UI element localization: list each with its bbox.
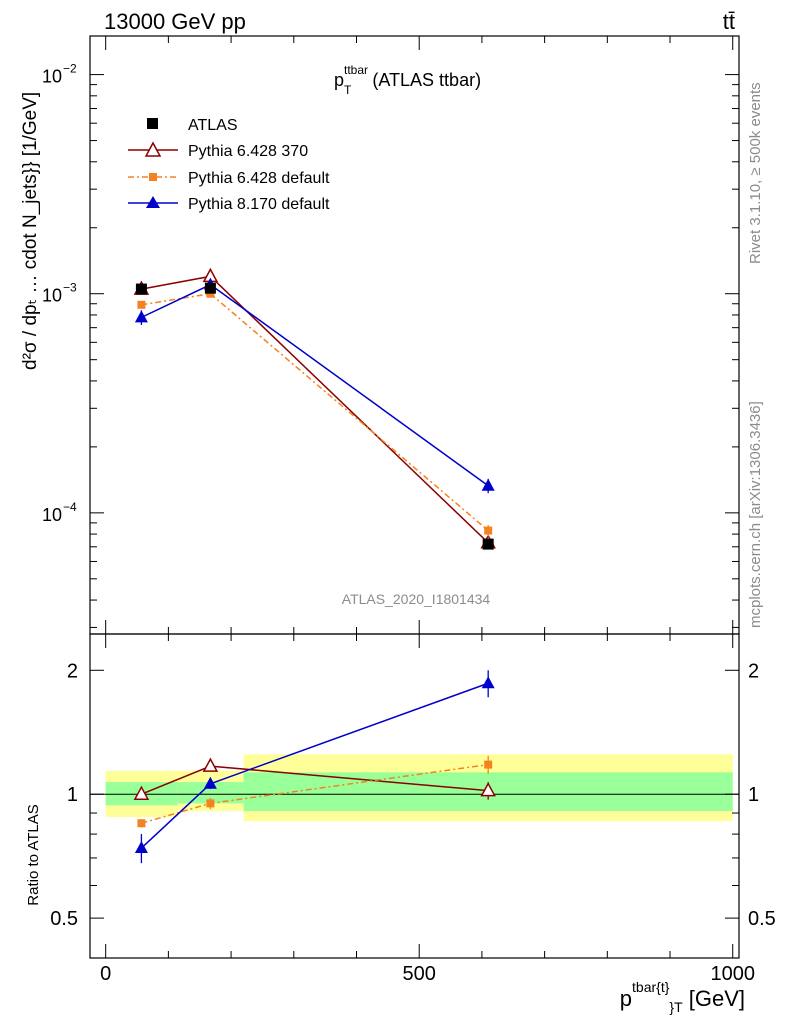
main-point-pythia-6-428-default [206,289,215,298]
ratio-point-pythia-6-428-default [206,799,215,808]
y-tick-label: 10 [42,505,62,525]
y-tick-label-exponent: −3 [63,281,77,295]
ratio-plot-ticks: 0.5 0.5 1 1 2 2 0 500 1000 [50,634,776,985]
y-tick-label: 10 [42,67,62,87]
ratio-y-tick-label-left: 0.5 [50,908,78,930]
ratio-y-tick-label-left: 2 [67,660,78,682]
y-tick-label-exponent: −2 [63,62,77,76]
x-tick-label: 1000 [710,963,755,985]
ratio-point-pythia-6-428-370 [133,785,150,800]
ratio-point-pythia-6-428-default [484,760,493,769]
main-plot-series [133,267,496,550]
main-point-pythia-6-428-default [484,526,493,535]
x-tick-label: 0 [100,963,111,985]
legend-label-atlas: ATLAS [188,117,238,134]
top-y-axis-label: d²σ / dpₜ … cdot N_jets}} [1/GeV] [20,92,41,370]
ratio-plot-panel: 0.5 0.5 1 1 2 2 0 500 1000 [50,633,776,985]
legend-marker-pythia8-default [146,196,160,208]
ratio-point-pythia-6-428-370 [202,757,219,772]
ratio-y-tick-label-right: 1 [748,784,759,806]
legend: ATLAS Pythia 6.428 370 Pythia 6.428 defa… [128,117,330,213]
ratio-y-tick-label-right: 0.5 [748,908,776,930]
header-left: 13000 GeV pp [104,9,246,34]
main-point-atlas [135,283,147,295]
bottom-y-axis-label: Ratio to ATLAS [25,804,42,905]
plot-title: pttbar T (ATLAS ttbar) [334,63,481,97]
legend-label-pythia6-370: Pythia 6.428 370 [188,143,308,160]
y-tick-label-exponent: −4 [63,500,77,514]
main-line-pythia-6-428-370 [141,275,489,544]
main-point-pythia-6-428-default [137,300,146,309]
ratio-y-tick-label-left: 1 [67,784,78,806]
ratio-point-pythia-6-428-default [137,819,146,828]
legend-label-pythia6-default: Pythia 6.428 default [188,170,330,187]
ratio-uncertainty-bands [105,754,733,822]
ratio-point-pythia-8-170-default [481,676,495,689]
rivet-label: Rivet 3.1.10, ≥ 500k events [747,82,764,264]
ratio-point-pythia-8-170-default [203,776,217,789]
legend-label-pythia8-default: Pythia 8.170 default [188,196,330,213]
y-tick-label: 10 [42,286,62,306]
main-plot-ticks: 10−210−310−4 [42,36,739,634]
main-plot-panel: 10−210−310−4 [42,35,740,635]
ratio-point-pythia-8-170-default [134,841,148,854]
ratio-y-tick-label-right: 2 [748,660,759,682]
main-line-pythia-8-170-default [141,283,489,487]
analysis-watermark: ATLAS_2020_I1801434 [342,591,491,607]
ratio-point-pythia-6-428-370 [480,782,496,797]
main-point-atlas [204,282,216,294]
x-axis-label: ptbar{t}}T [GeV] [620,979,745,1015]
ratio-plot-frame [89,633,740,959]
mcplots-label: mcplots.cern.ch [arXiv:1306.3436] [747,401,764,628]
main-point-pythia-8-170-default [481,478,495,491]
main-line-pythia-6-428-default [141,292,489,532]
ratio-plot-series [133,670,496,864]
legend-marker-pythia6-default [149,173,157,181]
main-point-pythia-8-170-default [134,310,148,323]
x-tick-label: 500 [403,963,436,985]
legend-marker-pythia6-370 [144,141,162,157]
main-point-atlas [482,538,494,550]
header-right: tt̄ [723,9,735,34]
legend-marker-atlas [147,118,158,129]
